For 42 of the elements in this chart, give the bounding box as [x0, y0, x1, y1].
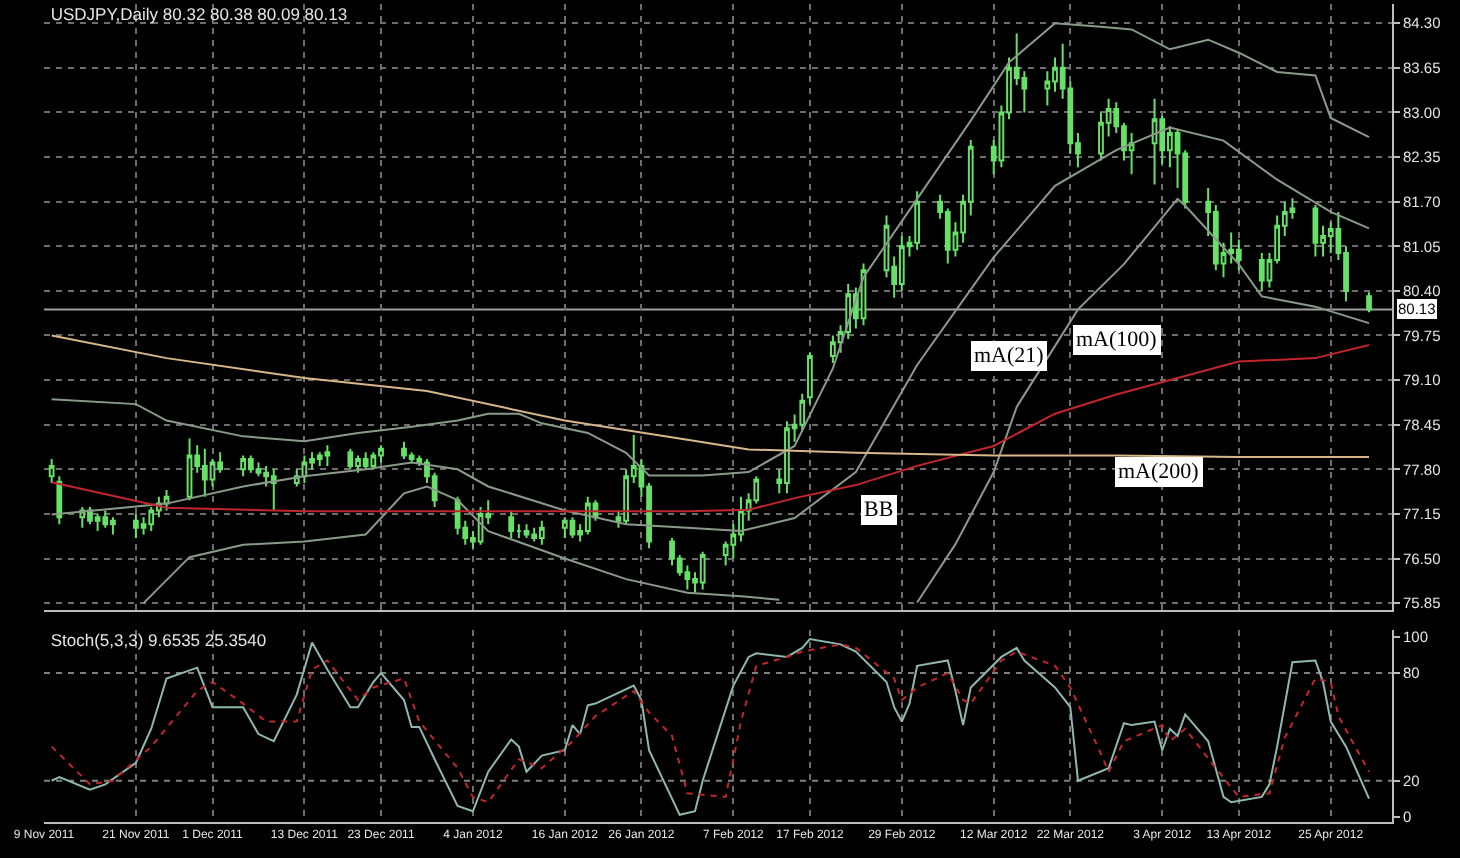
candlestick: [531, 526, 538, 543]
candlestick: [914, 190, 921, 251]
candlestick: [699, 550, 706, 591]
line-series: [50, 126, 1371, 533]
candlestick: [1366, 291, 1372, 314]
candlestick: [370, 451, 377, 471]
candlestick: [401, 440, 407, 461]
chart-title: USDJPY,Daily 80.32 80.38 80.09 80.13: [50, 3, 348, 24]
candlestick: [324, 444, 331, 467]
candlestick: [247, 454, 254, 474]
candlestick: [102, 509, 109, 529]
candlestick: [1235, 238, 1242, 272]
candlestick: [270, 468, 277, 512]
candlestick: [316, 451, 323, 467]
annotation: mA(200): [1118, 460, 1200, 484]
candlestick: [784, 420, 790, 495]
candlestick: [1151, 97, 1158, 186]
annotation: mA(21): [974, 344, 1045, 368]
candlestick: [362, 451, 369, 471]
candlestick: [201, 447, 208, 498]
line-series: [50, 334, 1371, 458]
candlestick: [240, 454, 247, 478]
annotation: BB: [864, 498, 894, 522]
candlestick: [807, 351, 813, 406]
candlestick: [569, 516, 576, 539]
candlestick: [110, 516, 116, 536]
candlestick: [1312, 204, 1319, 258]
candlestick: [94, 512, 101, 533]
candlestick: [1258, 252, 1265, 292]
candlestick: [523, 523, 530, 539]
candlestick: [186, 437, 193, 502]
candlestick: [508, 509, 515, 539]
candlestick: [355, 454, 361, 474]
chart-title: Stoch(5,3,3) 9.6535 25.3540: [50, 629, 267, 650]
candlestick: [898, 234, 905, 292]
candlestick: [378, 444, 384, 464]
candlestick: [255, 461, 262, 478]
candlestick: [133, 512, 139, 539]
candlestick: [561, 516, 568, 539]
candlestick: [347, 447, 354, 471]
annotation: mA(100): [1076, 328, 1158, 352]
candlestick: [538, 519, 545, 546]
